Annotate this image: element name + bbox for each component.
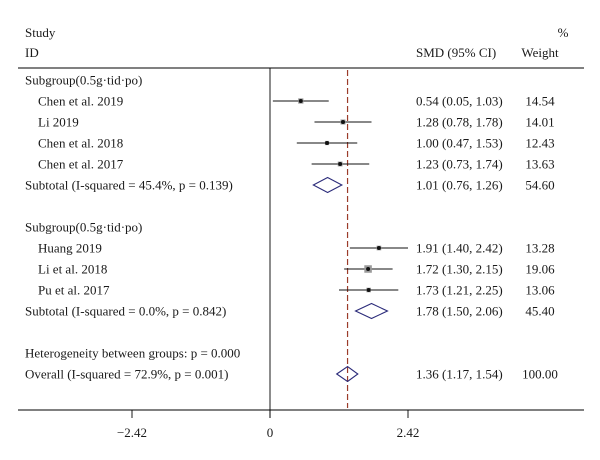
point-estimate [338,162,343,166]
ci-text: 1.91 (1.40, 2.42) [416,241,503,256]
subtotal-diamond [354,302,389,320]
weight-text: 45.40 [525,304,554,319]
point-estimate [298,99,303,103]
weight-text: 14.01 [525,115,554,130]
point-estimate [340,120,345,124]
header-id: ID [25,45,39,60]
heading-label: Subgroup(0.5g·tid·po) [25,73,142,88]
ci-text: 1.72 (1.30, 2.15) [416,262,503,277]
study-label: Pu et al. 2017 [38,283,110,298]
x-tick-label: −2.42 [117,425,147,440]
point-estimate [376,246,381,250]
weight-text: 12.43 [525,136,554,151]
ci-text: 0.54 (0.05, 1.03) [416,94,503,109]
subtotal-label: Subtotal (I-squared = 45.4%, p = 0.139) [25,178,233,193]
x-axis: −2.42 0 2.42 [117,410,419,440]
point-estimate [366,288,371,292]
study-label: Li 2019 [38,115,79,130]
point-estimate [325,141,330,145]
ci-text: 1.73 (1.21, 2.25) [416,283,503,298]
ci-text: 1.00 (0.47, 1.53) [416,136,503,151]
study-label: Li et al. 2018 [38,262,107,277]
weight-text: 13.28 [525,241,554,256]
ci-text: 1.23 (0.73, 1.74) [416,157,503,172]
forest-rows: Subgroup(0.5g·tid·po) Chen et al. 2019 0.5… [25,73,558,383]
header: Study ID SMD (95% CI) % Weight [25,25,569,60]
study-label: Huang 2019 [38,241,102,256]
x-tick-label: 0 [267,425,274,440]
heading-label: Subgroup(0.5g·tid·po) [25,220,142,235]
ci-text: 1.36 (1.17, 1.54) [416,367,503,382]
heading-label: Heterogeneity between groups: p = 0.000 [25,346,240,361]
overall-label: Overall (I-squared = 72.9%, p = 0.001) [25,367,228,382]
weight-text: 54.60 [525,178,554,193]
header-effect: SMD (95% CI) [416,45,496,60]
subtotal-diamond [312,176,344,194]
weight-text: 13.06 [525,283,555,298]
weight-text: 19.06 [525,262,555,277]
weight-text: 14.54 [525,94,555,109]
subtotal-label: Subtotal (I-squared = 0.0%, p = 0.842) [25,304,226,319]
point-estimate [366,267,371,271]
study-label: Chen et al. 2018 [38,136,123,151]
weight-text: 100.00 [522,367,558,382]
header-weight: Weight [521,45,559,60]
header-study: Study [25,25,56,40]
study-label: Chen et al. 2019 [38,94,123,109]
ci-text: 1.28 (0.78, 1.78) [416,115,503,130]
ci-text: 1.01 (0.76, 1.26) [416,178,503,193]
overall-diamond [335,365,359,383]
study-label: Chen et al. 2017 [38,157,124,172]
header-percent: % [558,25,569,40]
x-tick-label: 2.42 [397,425,420,440]
weight-text: 13.63 [525,157,554,172]
ci-text: 1.78 (1.50, 2.06) [416,304,503,319]
